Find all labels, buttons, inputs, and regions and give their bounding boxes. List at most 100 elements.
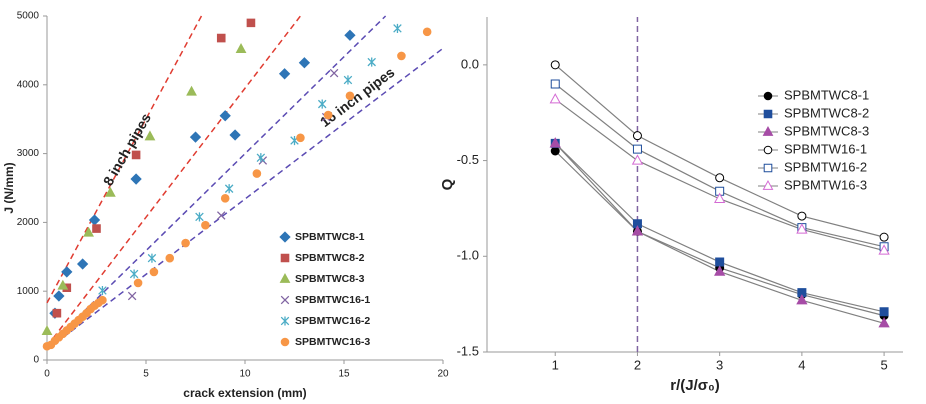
y-tick-label: -0.5 xyxy=(457,152,479,167)
marker xyxy=(127,291,137,301)
marker xyxy=(219,110,231,122)
reference-line xyxy=(46,15,203,304)
legend-label: SPBMTWC8-1 xyxy=(784,87,869,102)
y-axis-title: Q xyxy=(439,178,456,190)
marker xyxy=(797,288,807,298)
marker xyxy=(144,130,156,141)
legend-label: SPBMTWC8-3 xyxy=(784,123,869,138)
annotation: 8 inch pipes xyxy=(100,110,154,188)
marker xyxy=(549,93,561,104)
x-tick-label: 0 xyxy=(44,369,50,380)
marker xyxy=(878,317,890,328)
legend-marker xyxy=(763,109,773,119)
x-tick-label: 5 xyxy=(880,357,887,372)
marker xyxy=(631,154,644,165)
marker xyxy=(632,219,642,229)
legend-marker xyxy=(763,91,773,101)
marker xyxy=(252,169,262,178)
marker xyxy=(714,265,726,276)
legend-label: SPBMTW16-2 xyxy=(784,159,867,174)
marker xyxy=(224,184,234,194)
legend-marker xyxy=(280,253,290,263)
marker xyxy=(422,27,432,37)
marker xyxy=(256,153,266,163)
marker xyxy=(229,129,241,141)
marker xyxy=(345,91,355,101)
legend-marker xyxy=(279,231,291,243)
marker xyxy=(61,266,73,278)
y-tick-label: 2000 xyxy=(17,217,40,228)
x-tick-label: 10 xyxy=(239,369,251,380)
y-tick-label: 5000 xyxy=(17,11,40,22)
marker xyxy=(344,29,356,41)
legend-label: SPBMTWC16-3 xyxy=(295,336,370,348)
marker xyxy=(550,146,560,156)
reference-line xyxy=(46,15,387,349)
marker xyxy=(323,110,333,120)
legend-marker xyxy=(763,145,773,155)
y-tick-label: 3000 xyxy=(17,148,40,159)
x-tick-label: 1 xyxy=(552,357,559,372)
marker xyxy=(631,225,644,236)
marker xyxy=(715,257,725,267)
marker xyxy=(298,57,311,69)
marker xyxy=(104,186,116,197)
marker xyxy=(216,211,226,220)
marker xyxy=(216,33,226,43)
marker xyxy=(393,23,402,33)
marker xyxy=(715,186,725,196)
marker xyxy=(879,232,889,242)
marker xyxy=(296,133,305,143)
legend-label: SPBMTW16-1 xyxy=(784,141,867,156)
legend-label: SPBMTWC16-2 xyxy=(295,315,370,327)
y-tick-label: 0.0 xyxy=(461,56,479,71)
marker xyxy=(397,51,406,61)
legend-marker xyxy=(279,273,291,283)
marker xyxy=(550,79,560,89)
marker xyxy=(92,224,101,233)
marker xyxy=(201,220,210,230)
marker xyxy=(76,258,89,270)
marker xyxy=(181,238,190,248)
marker xyxy=(715,173,725,183)
x-tick-label: 20 xyxy=(437,369,449,380)
legend-label: SPBMTWC8-1 xyxy=(295,231,365,243)
marker xyxy=(878,244,890,255)
marker xyxy=(147,253,157,263)
marker xyxy=(98,285,107,296)
marker xyxy=(796,223,808,234)
legend-label: SPBMTWC16-1 xyxy=(295,294,370,306)
x-tick-label: 4 xyxy=(798,357,805,372)
marker xyxy=(549,137,561,148)
x-tick-label: 3 xyxy=(716,357,723,372)
marker xyxy=(632,144,642,154)
y-tick-label: 0 xyxy=(33,355,39,366)
marker xyxy=(57,279,69,290)
y-axis-title: J (N/mm) xyxy=(2,162,16,213)
legend-label: SPBMTWC8-2 xyxy=(784,105,869,120)
x-tick-label: 15 xyxy=(338,369,350,380)
marker xyxy=(278,68,291,80)
x-tick-label: 5 xyxy=(143,369,149,380)
marker xyxy=(195,212,204,222)
chart: 0 5 10 15 20 0 1000 2000 3000 4000 5000 crack exten… xyxy=(2,11,449,401)
marker xyxy=(131,150,141,160)
marker xyxy=(714,192,726,203)
x-axis-title: crack extension (mm) xyxy=(183,386,306,400)
marker xyxy=(235,43,247,53)
chart: 1 2 3 4 5 -1.5 -1.0 -0.5 0.0 r/(J/σ₀) Q SPBMTWC8-1 S… xyxy=(439,17,903,394)
marker xyxy=(189,131,202,143)
y-tick-label: -1.5 xyxy=(457,343,479,358)
x-axis-title: r/(J/σ₀) xyxy=(670,377,720,394)
marker xyxy=(329,68,339,78)
marker xyxy=(133,278,143,288)
marker xyxy=(186,85,197,96)
y-tick-label: -1.0 xyxy=(457,248,479,263)
legend-marker xyxy=(762,126,774,136)
marker xyxy=(550,60,560,70)
marker xyxy=(83,226,94,237)
legend-marker xyxy=(280,316,290,326)
marker xyxy=(88,214,101,226)
legend-marker xyxy=(762,180,774,190)
